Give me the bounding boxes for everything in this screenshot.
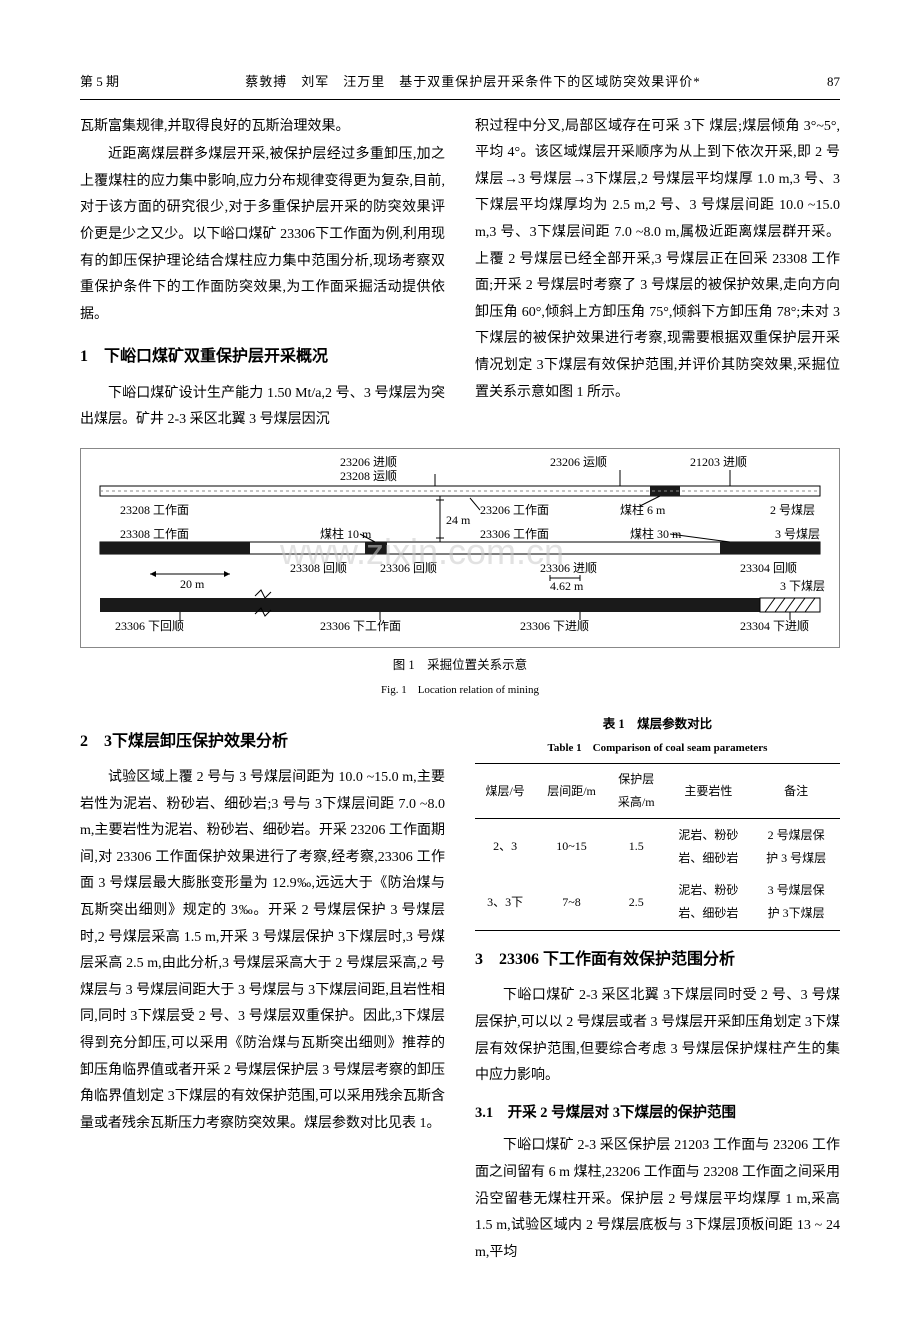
section2-title: 2 3下煤层卸压保护效果分析: [80, 727, 445, 757]
lbl-23306-face: 23306 工作面: [480, 527, 549, 541]
r2c3: 2.5: [608, 874, 665, 930]
header-title: 蔡敦搏 刘军 汪万里 基于双重保护层开采条件下的区域防突效果评价*: [119, 70, 827, 95]
lbl-23304-hui: 23304 回顺: [740, 561, 797, 575]
table-row: 2、3 10~15 1.5 泥岩、粉砂 岩、细砂岩 2 号煤层保 护 3 号煤层: [475, 818, 840, 874]
r2c2: 7~8: [535, 874, 608, 930]
lbl-zhu10: 煤柱 10 m: [320, 526, 372, 541]
table1: 煤层/号 层间距/m 保护层 采高/m 主要岩性 备注 2、3 10~15 1.…: [475, 763, 840, 931]
lbl-462: 4.62 m: [550, 579, 584, 593]
running-head: 第 5 期 蔡敦搏 刘军 汪万里 基于双重保护层开采条件下的区域防突效果评价* …: [80, 70, 840, 100]
right-col-bottom: 表 1 煤层参数对比 Table 1 Comparison of coal se…: [475, 713, 840, 1269]
top-columns: 瓦斯富集规律,并取得良好的瓦斯治理效果。 近距离煤层群多煤层开采,被保护层经过多…: [80, 114, 840, 436]
r1c4: 泥岩、粉砂 岩、细砂岩: [665, 818, 753, 874]
left-bot-p1: 试验区域上覆 2 号与 3 号煤层间距为 10.0 ~15.0 m,主要岩性为泥…: [80, 765, 445, 1137]
r1c1: 2、3: [475, 818, 535, 874]
lbl-23306-jin: 23306 进顺: [540, 561, 597, 575]
page-number: 87: [827, 70, 840, 95]
fig1-caption-en: Fig. 1 Location relation of mining: [80, 680, 840, 701]
table-row: 3、3下 7~8 2.5 泥岩、粉砂 岩、细砂岩 3 号煤层保 护 3下煤层: [475, 874, 840, 930]
left-p1: 瓦斯富集规律,并取得良好的瓦斯治理效果。: [80, 114, 445, 141]
lbl-21203-jin: 21203 进顺: [690, 455, 747, 469]
section3-title: 3 23306 下工作面有效保护范围分析: [475, 945, 840, 975]
th2: 层间距/m: [535, 764, 608, 819]
th3: 保护层 采高/m: [608, 764, 665, 819]
section1-title: 1 下峪口煤矿双重保护层开采概况: [80, 342, 445, 372]
right-col-top: 积过程中分叉,局部区域存在可采 3下 煤层;煤层倾角 3°~5°,平均 4°。该…: [475, 114, 840, 436]
r1c5: 2 号煤层保 护 3 号煤层: [752, 818, 840, 874]
lbl-seam3x: 3 下煤层: [780, 579, 825, 593]
r2c5: 3 号煤层保 护 3下煤层: [752, 874, 840, 930]
r1c2: 10~15: [535, 818, 608, 874]
left-col-bottom: 2 3下煤层卸压保护效果分析 试验区域上覆 2 号与 3 号煤层间距为 10.0…: [80, 713, 445, 1269]
lbl-23306-hui: 23306 回顺: [380, 561, 437, 575]
lbl-23306x-hui: 23306 下回顺: [115, 619, 184, 633]
left-p2: 近距离煤层群多煤层开采,被保护层经过多重卸压,加之上覆煤柱的应力集中影响,应力分…: [80, 142, 445, 328]
issue-number: 第 5 期: [80, 70, 119, 95]
section31-title: 3.1 开采 2 号煤层对 3下煤层的保护范围: [475, 1100, 840, 1128]
lbl-23308-hui: 23308 回顺: [290, 561, 347, 575]
right-bot-p1: 下峪口煤矿 2-3 采区北翼 3下煤层同时受 2 号、3 号煤层保护,可以以 2…: [475, 983, 840, 1089]
lbl-20m: 20 m: [180, 577, 205, 591]
left-col-top: 瓦斯富集规律,并取得良好的瓦斯治理效果。 近距离煤层群多煤层开采,被保护层经过多…: [80, 114, 445, 436]
lbl-23206-yun: 23206 运顺: [550, 455, 607, 469]
bottom-columns: 2 3下煤层卸压保护效果分析 试验区域上覆 2 号与 3 号煤层间距为 10.0…: [80, 713, 840, 1269]
table1-caption-en: Table 1 Comparison of coal seam paramete…: [475, 738, 840, 759]
lbl-seam2: 2 号煤层: [770, 503, 815, 517]
lbl-seam3: 3 号煤层: [775, 527, 820, 541]
lbl-23206-col2: 23206 工作面: [480, 503, 549, 517]
lbl-zhu30: 煤柱 30 m: [630, 526, 682, 541]
lbl-23308-face: 23308 工作面: [120, 527, 189, 541]
lbl-23208-yun: 23208 运顺: [340, 469, 397, 483]
th1: 煤层/号: [475, 764, 535, 819]
figure1-svg: 23206 进顺 23208 运顺 23206 运顺 21203 进顺 2320…: [80, 448, 840, 648]
lbl-23206-jin: 23206 进顺: [340, 455, 397, 469]
fig1-caption-cn: 图 1 采掘位置关系示意: [80, 654, 840, 678]
lbl-23304x-jin: 23304 下进顺: [740, 619, 809, 633]
r2c1: 3、3下: [475, 874, 535, 930]
table1-caption-cn: 表 1 煤层参数对比: [475, 713, 840, 737]
r2c4: 泥岩、粉砂 岩、细砂岩: [665, 874, 753, 930]
lbl-23306x-face: 23306 下工作面: [320, 619, 401, 633]
r1c3: 1.5: [608, 818, 665, 874]
lbl-24m: 24 m: [446, 513, 471, 527]
lbl-23306x-jin: 23306 下进顺: [520, 619, 589, 633]
right-bot-p2: 下峪口煤矿 2-3 采区保护层 21203 工作面与 23206 工作面之间留有…: [475, 1133, 840, 1266]
th4: 主要岩性: [665, 764, 753, 819]
lbl-23208-face: 23208 工作面: [120, 503, 189, 517]
left-p3: 下峪口煤矿设计生产能力 1.50 Mt/a,2 号、3 号煤层为突出煤层。矿井 …: [80, 381, 445, 434]
th5: 备注: [752, 764, 840, 819]
figure1: 23206 进顺 23208 运顺 23206 运顺 21203 进顺 2320…: [80, 448, 840, 701]
right-p1: 积过程中分叉,局部区域存在可采 3下 煤层;煤层倾角 3°~5°,平均 4°。该…: [475, 114, 840, 407]
